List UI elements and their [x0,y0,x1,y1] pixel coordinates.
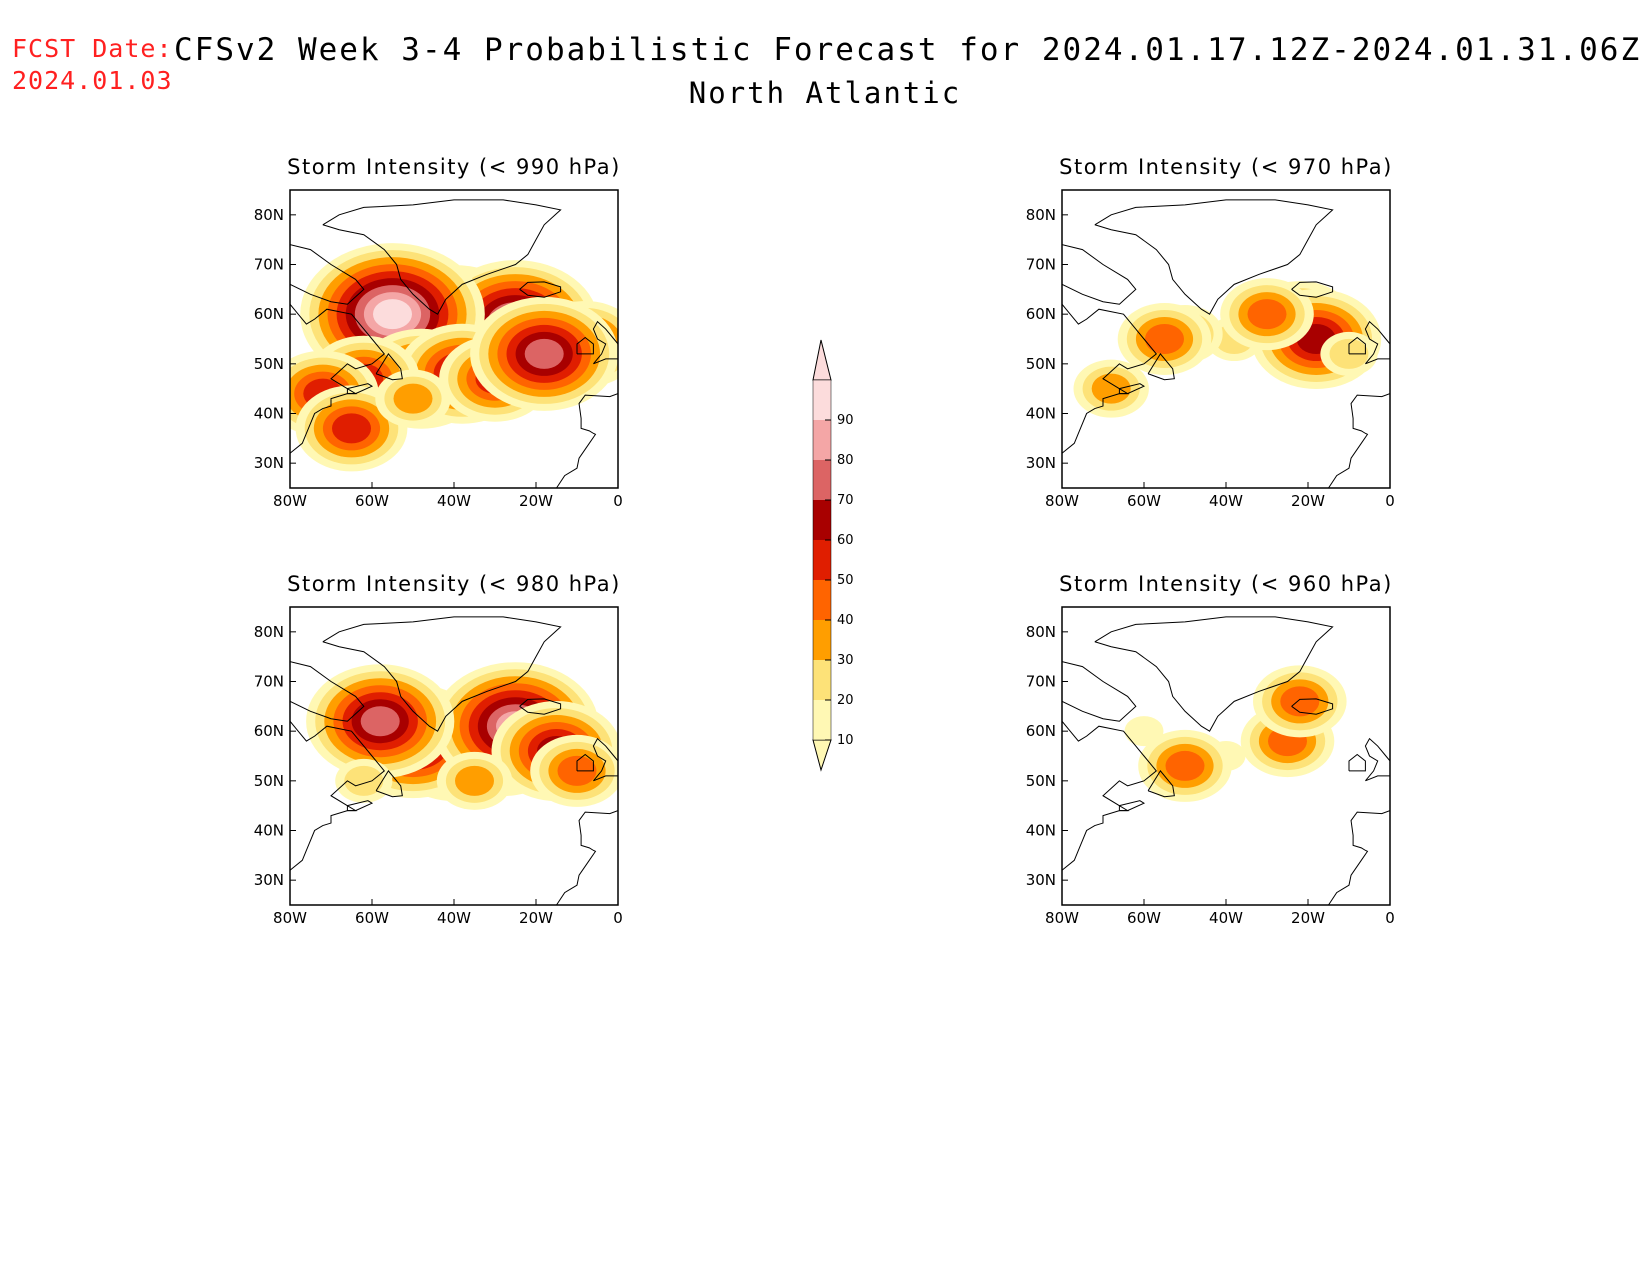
coastline [1062,199,1390,488]
lon-tick-label: 60W [1127,492,1161,510]
lon-tick-label: 0 [613,492,623,510]
lat-tick-label: 50N [254,355,284,373]
lat-tick-label: 80N [254,623,284,641]
probability-blob [1124,716,1164,747]
lat-tick-label: 30N [254,454,284,472]
colorbar-swatch [813,460,831,500]
lat-tick-label: 60N [254,722,284,740]
colorbar-swatch [813,420,831,460]
region-subtitle: North Atlantic [688,76,962,110]
panel-title: Storm Intensity (< 970 hPa) [1059,155,1393,179]
lat-tick-label: 70N [254,256,284,274]
colorbar-label: 10 [837,733,854,748]
lon-tick-label: 60W [1127,909,1161,927]
lat-tick-label: 40N [254,822,284,840]
lon-tick-label: 80W [273,492,307,510]
colorbar-swatch [813,660,831,700]
lon-tick-label: 80W [273,909,307,927]
probability-blob [530,734,618,807]
colorbar-label: 90 [837,413,854,428]
colorbar-label: 70 [837,493,854,508]
lon-tick-label: 20W [1291,909,1325,927]
colorbar-swatch [813,580,831,620]
lon-tick-label: 40W [1209,909,1243,927]
lon-tick-label: 0 [1385,909,1395,927]
map-panel: Storm Intensity (< 990 hPa) 80W 60W 40W 20W 0… [254,155,623,510]
colorbar: 10 20 30 40 50 60 70 80 90 [812,339,854,772]
coastline [1062,616,1390,905]
probability-blob [470,296,618,411]
probability-blob [1117,303,1212,375]
panel-title: Storm Intensity (< 980 hPa) [287,572,621,596]
lat-tick-label: 60N [1026,305,1056,323]
forecast-date-label: FCST Date: [12,34,173,63]
lon-tick-label: 20W [519,492,553,510]
probability-blob [295,385,408,472]
lat-tick-label: 50N [254,772,284,790]
map-panel: Storm Intensity (< 970 hPa) 80W 60W 40W 20W 0… [1026,155,1395,510]
lon-tick-label: 40W [437,909,471,927]
probability-blob [375,369,451,428]
colorbar-label: 80 [837,453,854,468]
panel-title: Storm Intensity (< 960 hPa) [1059,572,1393,596]
coastline [290,199,618,488]
lon-tick-label: 20W [1291,492,1325,510]
lat-tick-label: 70N [1026,673,1056,691]
lat-tick-label: 80N [1026,623,1056,641]
probability-blob [1138,729,1232,802]
lat-tick-label: 80N [1026,206,1056,224]
lat-tick-label: 70N [254,673,284,691]
lon-tick-label: 80W [1045,492,1079,510]
lat-tick-label: 50N [1026,355,1056,373]
forecast-date-value: 2024.01.03 [12,66,173,95]
lon-tick-label: 60W [355,492,389,510]
lat-tick-label: 80N [254,206,284,224]
colorbar-label: 50 [837,573,854,588]
probability-blob [1220,278,1314,351]
colorbar-label: 20 [837,693,854,708]
lat-tick-label: 30N [254,871,284,889]
colorbar-label: 30 [837,653,854,668]
colorbar-swatch [813,500,831,540]
map-panel: Storm Intensity (< 960 hPa) 80W 60W 40W 20W 0… [1026,572,1395,927]
map-panel: Storm Intensity (< 980 hPa) 80W 60W 40W 20W 0… [254,572,623,927]
probability-blob [335,758,393,803]
lat-tick-label: 60N [254,305,284,323]
colorbar-label: 40 [837,613,854,628]
lat-tick-label: 40N [1026,822,1056,840]
lon-tick-label: 40W [1209,492,1243,510]
lon-tick-label: 40W [437,492,471,510]
lon-tick-label: 80W [1045,909,1079,927]
probability-blob [306,664,455,779]
lon-tick-label: 0 [613,909,623,927]
lat-tick-label: 50N [1026,772,1056,790]
lat-tick-label: 40N [254,405,284,423]
probability-blob [1253,665,1347,738]
page-title: CFSv2 Week 3-4 Probabilistic Forecast fo… [174,32,1642,68]
lat-tick-label: 40N [1026,405,1056,423]
lat-tick-label: 60N [1026,722,1056,740]
colorbar-swatch [813,380,831,420]
lon-tick-label: 20W [519,909,553,927]
panel-title: Storm Intensity (< 990 hPa) [287,155,621,179]
coastline [290,616,618,905]
probability-blob [436,751,513,810]
colorbar-label: 60 [837,533,854,548]
lat-tick-label: 30N [1026,871,1056,889]
lon-tick-label: 60W [355,909,389,927]
lat-tick-label: 70N [1026,256,1056,274]
colorbar-swatch [813,540,831,580]
colorbar-swatch [813,700,831,740]
probability-blob [1073,359,1149,418]
lon-tick-label: 0 [1385,492,1395,510]
colorbar-swatch [813,620,831,660]
lat-tick-label: 30N [1026,454,1056,472]
